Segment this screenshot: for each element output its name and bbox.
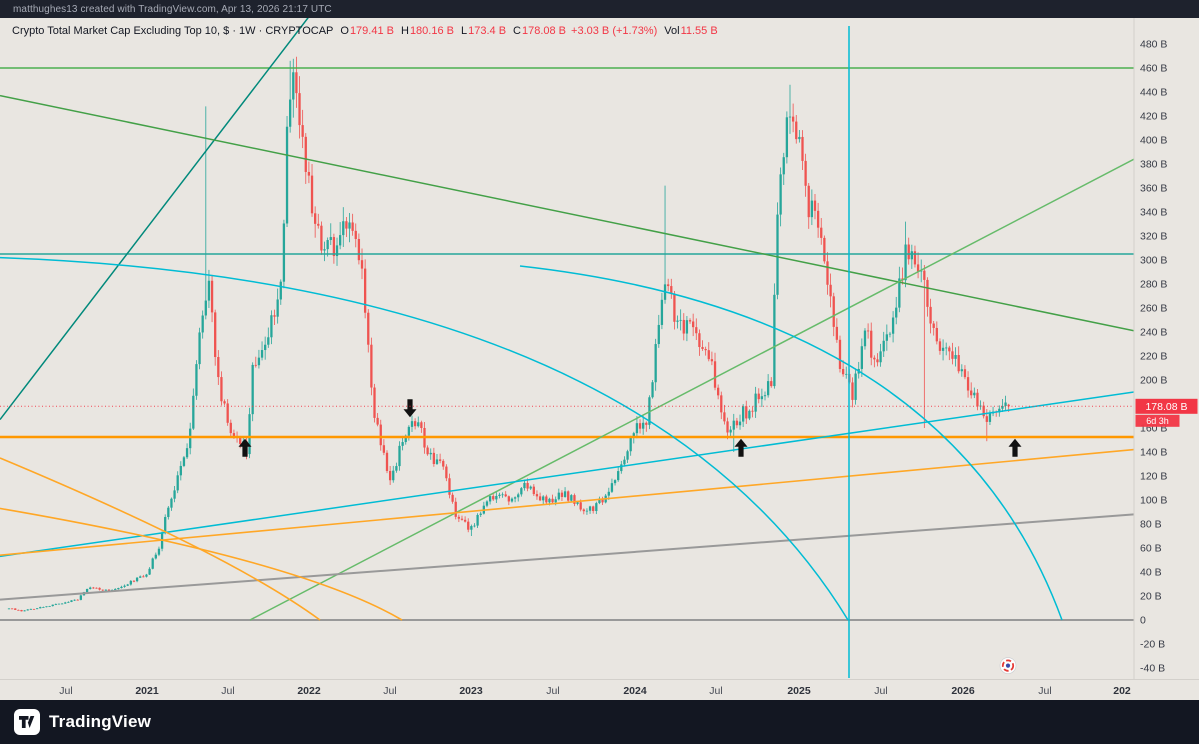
- time-axis-label: Jul: [546, 685, 559, 697]
- gray-ascending-line[interactable]: [0, 513, 1134, 601]
- time-axis-label: 2022: [297, 685, 321, 697]
- cyan-ascending-support[interactable]: [0, 391, 1134, 558]
- price-axis-label: 460 B: [1140, 63, 1167, 75]
- price-axis-label: 440 B: [1140, 87, 1167, 99]
- price-axis-label: -40 B: [1140, 663, 1165, 675]
- price-axis-label: 40 B: [1140, 567, 1162, 579]
- orange-arc-2[interactable]: [0, 507, 403, 621]
- time-axis-label: 2025: [787, 685, 811, 697]
- orange-ascending-line[interactable]: [0, 448, 1134, 556]
- tradingview-logo-icon[interactable]: [14, 709, 40, 735]
- low-label: L: [460, 25, 468, 37]
- sticker-icon[interactable]: [999, 657, 1017, 674]
- last-price-label: 178.08 B 6d 3h: [1135, 398, 1198, 427]
- countdown-box: [1135, 414, 1180, 427]
- up-arrow-marker[interactable]: [238, 438, 252, 457]
- time-axis-label: 2023: [459, 685, 483, 697]
- up-arrow-marker[interactable]: [734, 438, 748, 457]
- time-axis-label: Jul: [59, 685, 72, 697]
- price-chart-canvas[interactable]: 480 B 460 B 440 B 420 B 400 B 380 B 360 B 340 B…: [0, 18, 1199, 700]
- green-descending-trendline[interactable]: [0, 94, 1134, 332]
- price-axis-label: 400 B: [1140, 135, 1167, 147]
- price-axis-label: 480 B: [1140, 39, 1167, 51]
- time-axis-label: Jul: [221, 685, 234, 697]
- up-arrow-marker[interactable]: [1008, 438, 1022, 457]
- change-value: +3.03 B (+1.73%): [571, 25, 658, 37]
- high-label: H: [400, 25, 409, 37]
- price-axis-label: 420 B: [1140, 111, 1167, 123]
- orange-arc-1[interactable]: [0, 457, 321, 621]
- price-axis-label: 60 B: [1140, 543, 1162, 555]
- price-axis-label: 320 B: [1140, 231, 1167, 243]
- volume-label: Vol: [664, 25, 680, 37]
- time-axis-label: 202: [1113, 685, 1131, 697]
- price-axis-label: 340 B: [1140, 207, 1167, 219]
- price-axis-label: 280 B: [1140, 279, 1167, 291]
- price-axis-label: 80 B: [1140, 519, 1162, 531]
- open-value: 179.41 B: [349, 25, 394, 37]
- price-axis-label: 360 B: [1140, 183, 1167, 195]
- time-axis-label: Jul: [874, 685, 887, 697]
- price-axis-label: 300 B: [1140, 255, 1167, 267]
- open-label: O: [340, 25, 349, 37]
- attribution-bar: matthughes13 created with TradingView.co…: [0, 0, 1199, 18]
- green-ascending-trendline[interactable]: [249, 158, 1134, 621]
- time-axis-label: 2026: [951, 685, 975, 697]
- cyan-arc-2[interactable]: [519, 265, 1063, 621]
- countdown-text: 6d 3h: [1146, 416, 1169, 426]
- price-axis-label: 140 B: [1140, 447, 1167, 459]
- down-arrow-marker[interactable]: [403, 399, 417, 418]
- time-axis-label: Jul: [1038, 685, 1051, 697]
- teal-steep-trendline[interactable]: [0, 18, 322, 421]
- price-axis-label: -20 B: [1140, 639, 1165, 651]
- price-axis-label: 260 B: [1140, 303, 1167, 315]
- cyan-arc-1[interactable]: [0, 256, 849, 621]
- time-axis-label: 2021: [135, 685, 159, 697]
- time-axis-label: Jul: [709, 685, 722, 697]
- brand-wordmark[interactable]: TradingView: [49, 712, 152, 731]
- price-axis-label: 380 B: [1140, 159, 1167, 171]
- time-axis-label: 2024: [623, 685, 647, 697]
- symbol-legend: Crypto Total Market Cap Excluding Top 10…: [12, 25, 718, 37]
- price-axis[interactable]: 480 B 460 B 440 B 420 B 400 B 380 B 360 B 340 B…: [1140, 39, 1167, 675]
- close-value: 178.08 B: [521, 25, 567, 37]
- high-value: 180.16 B: [409, 25, 454, 37]
- attribution-text: matthughes13 created with TradingView.co…: [13, 3, 332, 15]
- close-label: C: [513, 25, 521, 37]
- price-axis-label: 200 B: [1140, 375, 1167, 387]
- price-axis-label: 240 B: [1140, 327, 1167, 339]
- time-axis[interactable]: Jul 2021 Jul 2022 Jul 2023 Jul 2024 Jul 2025 Jul 20…: [59, 685, 1131, 697]
- chart-area[interactable]: Crypto Total Market Cap Excluding Top 10…: [0, 18, 1199, 700]
- price-axis-label: 0: [1140, 615, 1146, 627]
- chart-drawings[interactable]: [0, 18, 1134, 678]
- footer-bar: TradingView: [0, 700, 1199, 744]
- low-value: 173.4 B: [468, 25, 507, 37]
- time-axis-label: Jul: [383, 685, 396, 697]
- last-price-text: 178.08 B: [1145, 401, 1187, 413]
- price-axis-label: 100 B: [1140, 495, 1167, 507]
- symbol-title[interactable]: Crypto Total Market Cap Excluding Top 10…: [12, 25, 334, 37]
- price-axis-label: 220 B: [1140, 351, 1167, 363]
- volume-value: 11.55 B: [680, 25, 718, 37]
- price-axis-label: 20 B: [1140, 591, 1162, 603]
- price-axis-label: 120 B: [1140, 471, 1167, 483]
